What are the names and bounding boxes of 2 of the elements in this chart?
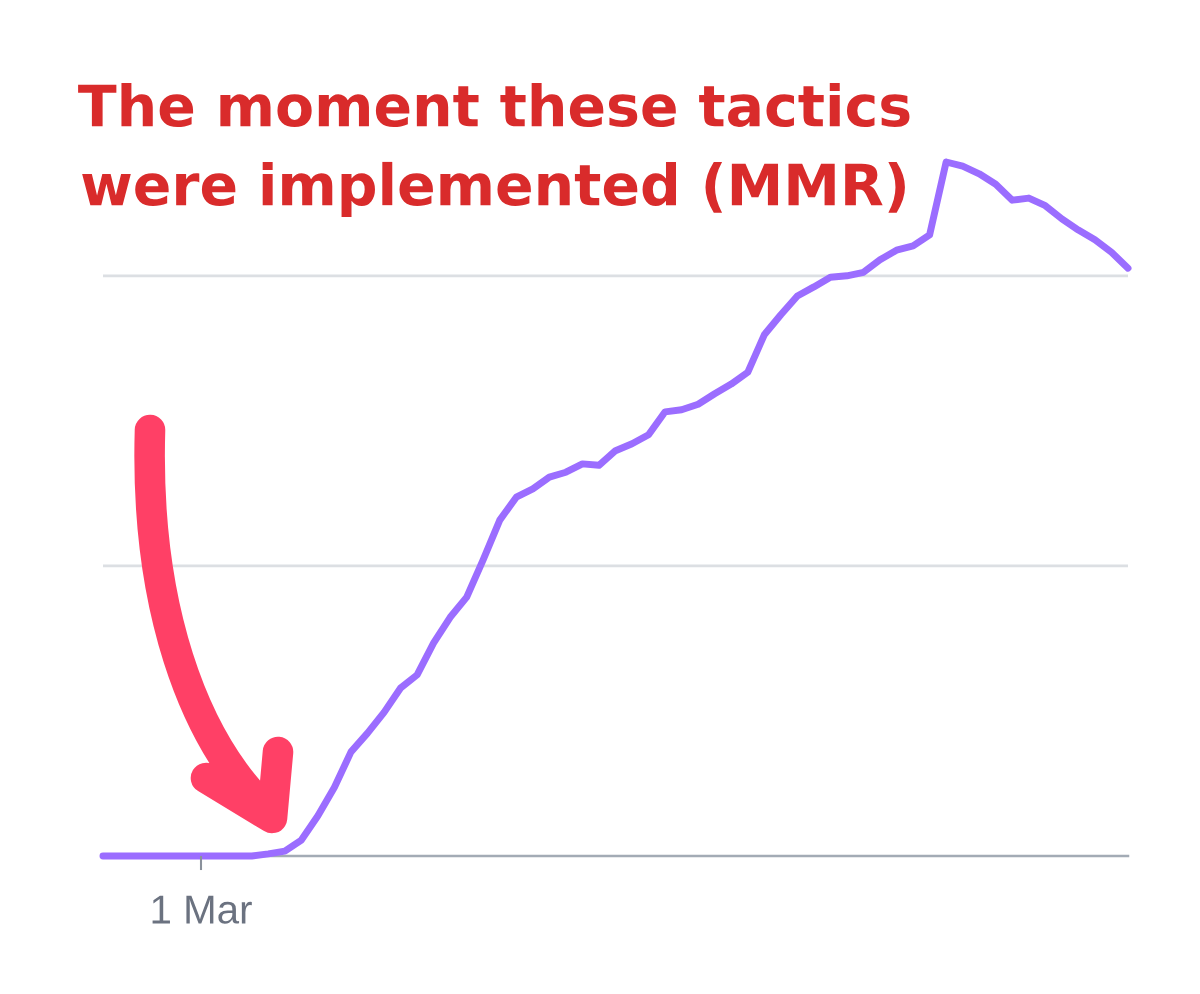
chart-title: The moment these tactics were implemented (MMR)	[78, 82, 910, 218]
text: 1 Mar	[152, 895, 252, 924]
